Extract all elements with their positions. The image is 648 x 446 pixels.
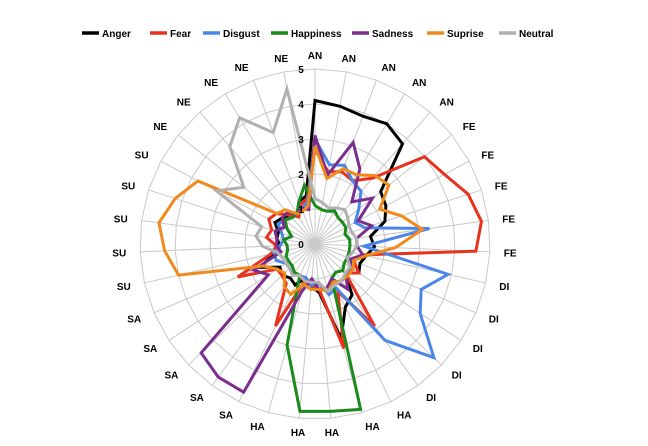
- legend-label: Happiness: [291, 29, 342, 40]
- category-label: DI: [489, 314, 499, 325]
- category-label: HA: [397, 410, 411, 421]
- category-label: NE: [235, 63, 249, 74]
- grid-spoke: [298, 243, 316, 419]
- legend-label: Suprise: [447, 29, 484, 40]
- grid-spoke: [314, 243, 332, 419]
- category-label: SU: [112, 248, 126, 259]
- category-label: HA: [325, 428, 339, 439]
- grid-spoke: [314, 220, 489, 245]
- grid-spoke: [314, 243, 477, 314]
- radial-tick-label: 3: [298, 135, 304, 146]
- category-label: HA: [250, 422, 264, 433]
- series-line-sadness: [199, 135, 376, 395]
- radial-tick-label: 5: [298, 65, 304, 76]
- category-label: DI: [473, 344, 483, 355]
- category-label: FE: [463, 122, 476, 133]
- category-label: NE: [274, 54, 288, 65]
- series-line-fear: [236, 145, 484, 350]
- category-label: SU: [114, 215, 128, 226]
- category-label: AN: [342, 54, 356, 65]
- category-label: DI: [426, 393, 436, 404]
- category-label: NE: [153, 122, 167, 133]
- series-line-neutral: [212, 83, 359, 294]
- legend: Anger Fear Disgust Happiness Sadness Suprise N…: [82, 29, 554, 40]
- grid-spoke: [314, 243, 462, 341]
- radial-tick-labels: 0 1 2 3 4 5: [298, 65, 304, 251]
- series-line-suprise: [157, 145, 426, 297]
- radar-grid: [139, 68, 491, 419]
- grid-spoke: [199, 111, 316, 245]
- radial-tick-label: 0: [298, 240, 304, 251]
- grid-spoke: [314, 79, 377, 245]
- grid-spoke: [314, 134, 453, 245]
- category-label: SA: [164, 371, 178, 382]
- legend-label: Disgust: [223, 29, 260, 40]
- category-label: FE: [502, 215, 515, 226]
- legend-label: Fear: [170, 29, 191, 40]
- category-label: HA: [291, 428, 305, 439]
- grid-spoke: [314, 243, 442, 366]
- category-label: AN: [412, 78, 426, 89]
- category-label: SA: [219, 410, 233, 421]
- grid-spoke: [314, 243, 486, 284]
- grid-spoke: [314, 243, 419, 386]
- grid-spoke: [211, 243, 316, 386]
- category-label: DI: [452, 371, 462, 382]
- grid-ring-2: [244, 173, 386, 315]
- radial-tick-label: 4: [298, 100, 304, 111]
- radial-tick-label: 1: [298, 205, 304, 216]
- legend-label: Neutral: [519, 29, 554, 40]
- category-label: HA: [365, 422, 379, 433]
- grid-spoke: [267, 243, 316, 413]
- category-label: SU: [117, 282, 131, 293]
- radial-tick-label: 2: [298, 170, 304, 181]
- category-label: FE: [495, 182, 508, 193]
- category-label: DI: [499, 282, 509, 293]
- category-label: FE: [504, 248, 517, 259]
- category-label: SU: [121, 182, 135, 193]
- grid-ring-4: [174, 103, 456, 384]
- category-label: AN: [308, 51, 322, 62]
- category-labels: AN AN AN AN AN FE FE FE FE FE DI DI DI DI DI HA HA HA HA HA…: [112, 51, 517, 439]
- category-label: FE: [481, 150, 494, 161]
- grid-spoke: [253, 79, 316, 245]
- category-label: SA: [143, 344, 157, 355]
- grid-spoke: [314, 243, 392, 402]
- grid-ring-5: [139, 68, 491, 419]
- category-label: NE: [177, 98, 191, 109]
- series-line-happiness: [281, 181, 363, 413]
- category-label: SA: [127, 314, 141, 325]
- legend-label: Sadness: [372, 29, 414, 40]
- grid-spoke: [314, 189, 482, 245]
- legend-label: Anger: [102, 29, 131, 40]
- category-label: SU: [135, 150, 149, 161]
- grid-spoke: [177, 134, 316, 245]
- series-layer: [157, 83, 484, 413]
- category-label: SA: [190, 393, 204, 404]
- category-label: AN: [381, 63, 395, 74]
- grid-spoke: [314, 71, 347, 245]
- category-label: AN: [439, 98, 453, 109]
- grid-spoke: [153, 243, 316, 314]
- grid-spoke: [168, 243, 316, 341]
- category-label: NE: [204, 78, 218, 89]
